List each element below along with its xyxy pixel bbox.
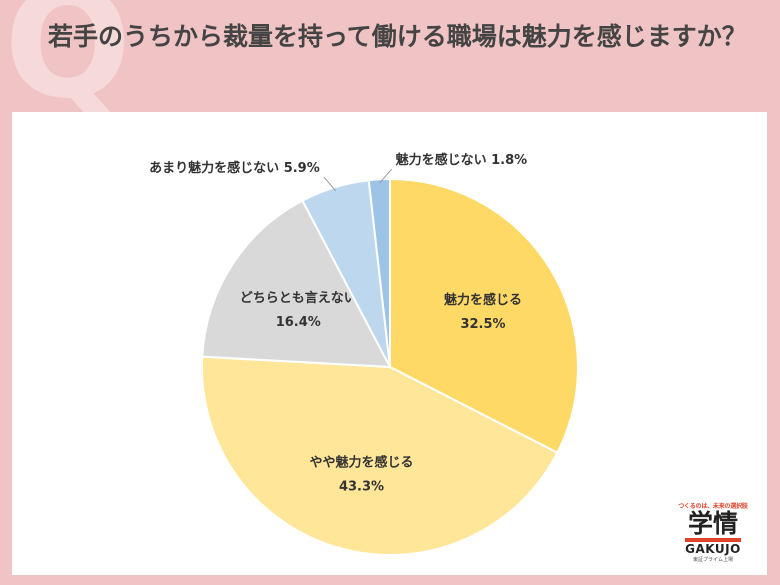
slice-percent-2: 16.4% (276, 315, 321, 330)
pie-slice-4 (367, 177, 391, 368)
leader-line-3 (323, 176, 337, 192)
slice-callout-4: 魅力を感じない 1.8% (396, 152, 528, 168)
leader-line-4 (379, 168, 392, 184)
logo-accent-bar (685, 538, 741, 542)
question-mark-decoration: Q (4, 0, 132, 132)
pie-chart: 魅力を感じる 32.5% やや魅力を感じる 43.3% どちらとも言えない 16.4% あま… (149, 152, 579, 556)
logo-subtext: 東証プライム上場 (693, 557, 733, 563)
logo-tagline: つくるのは、未来の選択肢 (678, 503, 748, 510)
slice-percent-1: 43.3% (339, 479, 384, 494)
slice-label-1: やや魅力を感じる (310, 454, 414, 470)
gakujo-logo: つくるのは、未来の選択肢 学情 GAKUJO 東証プライム上場 (677, 501, 749, 563)
slice-label-0: 魅力を感じる (444, 292, 522, 308)
pie-slice-1 (200, 355, 559, 556)
slice-label-2: どちらとも言えない (240, 290, 357, 306)
page-title: 若手のうちから裁量を持って働ける職場は魅力を感じますか？ (48, 22, 747, 51)
slice-percent-0: 32.5% (460, 317, 505, 332)
logo-main-text: 学情 (687, 509, 738, 538)
chart-panel: 魅力を感じる 32.5% やや魅力を感じる 43.3% どちらとも言えない 16.4% あま… (12, 112, 767, 575)
logo-english-text: GAKUJO (685, 542, 741, 556)
pie-slice-0 (389, 177, 579, 455)
pie-slice-2 (201, 199, 392, 369)
slice-callout-3: あまり魅力を感じない 5.9% (149, 160, 320, 176)
